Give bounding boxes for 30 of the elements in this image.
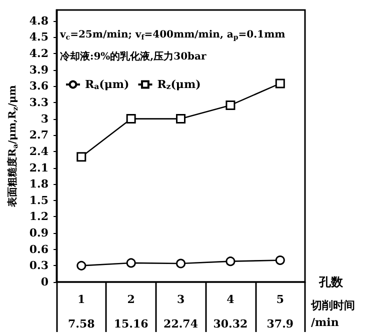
text: 7.58 [68,318,96,330]
y-tick-label: 4.2 [29,47,49,60]
y-tick-label: 0 [40,276,49,288]
annotation: 冷却液:9%的乳化液,压力30bar [60,50,208,62]
x-tick-label: 4 [226,293,235,306]
x-tick-label: 3 [176,293,185,306]
y-tick-label: 2.4 [29,144,49,158]
y-tick-label: 2.1 [29,161,49,174]
y-tick-label: 1.2 [29,210,49,224]
text: 37.9 [266,318,294,330]
text: 15.16 [114,318,149,330]
x-tick-label: 1 [78,293,86,306]
y-tick-label: 4.8 [29,14,49,28]
x-tick-label: 2 [127,293,135,306]
y-tick-label: 3 [40,112,49,126]
y-tick-label: 1.8 [29,178,49,191]
x-axis-title: 孔数 [318,275,344,289]
y-tick-label: 3.3 [29,96,49,109]
text: 22.74 [164,318,198,330]
y-tick-label: 3.6 [29,80,49,93]
y-tick-label: 0.9 [29,226,49,240]
y-tick-label: 3.9 [29,63,49,76]
text: 切削时间/min [310,299,355,329]
y-tick-label: 0.3 [29,259,49,272]
y-tick-label: 0.6 [29,242,49,256]
y-tick-label: 4.5 [29,30,49,44]
y-tick-label: 1.5 [29,194,49,207]
text: 30.32 [213,318,248,330]
y-tick-label: 2.7 [29,128,49,142]
x-tick-label: 5 [276,293,284,306]
